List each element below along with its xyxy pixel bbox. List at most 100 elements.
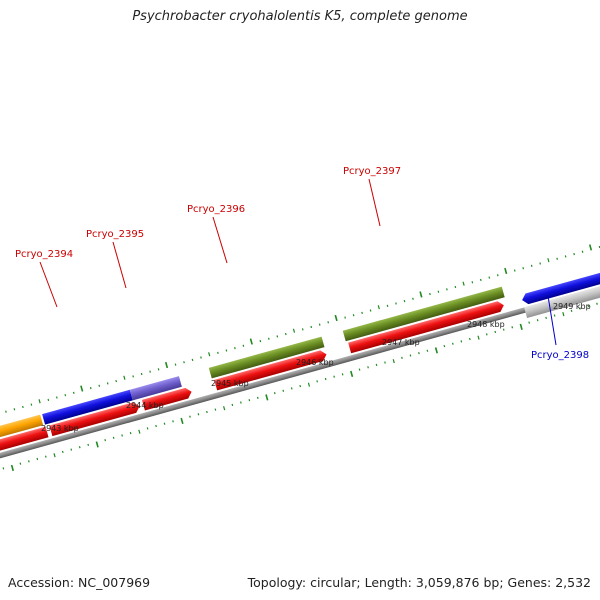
- outer-scale-tick: [292, 328, 296, 333]
- leader-line-pcryo-2397: [368, 178, 381, 227]
- outer-scale-tick: [174, 363, 177, 366]
- inner-scale-tick: [265, 394, 269, 401]
- outer-scale-tick: [462, 281, 465, 286]
- outer-scale-tick: [344, 316, 346, 319]
- inner-scale-tick: [579, 307, 581, 310]
- outer-scale-tick: [547, 258, 550, 263]
- leader-line-pcryo-2395: [112, 241, 127, 289]
- inner-scale-tick: [19, 462, 22, 465]
- inner-scale-tick: [333, 375, 335, 378]
- outer-scale-tick: [140, 372, 143, 376]
- outer-scale-tick: [191, 358, 194, 362]
- outer-scale-tick: [80, 385, 84, 392]
- outer-scale-tick: [276, 335, 279, 338]
- inner-scale-tick: [112, 436, 115, 439]
- gene-bar-orange[interactable]: [0, 414, 44, 447]
- gene-bar-pcryo-2396[interactable]: [208, 336, 325, 379]
- outer-scale-tick: [581, 250, 584, 253]
- cds-feature-1[interactable]: [0, 426, 49, 459]
- inner-scale-tick: [223, 406, 226, 411]
- inner-scale-tick: [570, 309, 573, 312]
- outer-scale-tick: [522, 267, 525, 270]
- outer-scale-tick: [412, 297, 414, 300]
- topology-summary: Topology: circular; Length: 3,059,876 bp…: [247, 575, 591, 590]
- outer-scale-tick: [471, 281, 474, 284]
- inner-scale-tick: [2, 467, 5, 470]
- genome-backbone: [0, 252, 600, 483]
- inner-scale-tick: [282, 389, 285, 392]
- outer-scale-tick: [369, 309, 372, 312]
- outer-scale-tick: [327, 321, 330, 324]
- gene-label-pcryo-2397[interactable]: Pcryo_2397: [343, 166, 401, 177]
- cds-feature-4[interactable]: [214, 349, 328, 391]
- scale-label-2948: 2948 kbp: [467, 320, 505, 329]
- outer-scale-tick: [208, 352, 211, 357]
- inner-scale-tick: [163, 422, 166, 425]
- inner-scale-tick: [367, 366, 369, 369]
- leader-line-pcryo-2398: [547, 295, 557, 346]
- gene-bar-pcryo-2397[interactable]: [342, 286, 505, 342]
- outer-scale-tick: [132, 375, 134, 378]
- outer-scale-tick: [72, 391, 75, 394]
- outer-scale-tick: [284, 332, 287, 336]
- outer-scale-tick: [361, 311, 363, 314]
- outer-scale-tick: [454, 285, 457, 289]
- outer-scale-tick: [22, 405, 24, 409]
- inner-scale-tick: [189, 415, 191, 418]
- outer-scale-tick: [437, 290, 440, 293]
- gene-label-pcryo-2395[interactable]: Pcryo_2395: [86, 229, 144, 240]
- inner-scale-tick: [53, 453, 56, 458]
- outer-scale-tick: [64, 394, 67, 397]
- outer-scale-tick: [183, 361, 185, 364]
- gene-label-pcryo-2398[interactable]: Pcryo_2398: [531, 350, 589, 361]
- inner-scale-tick: [494, 330, 497, 334]
- outer-scale-tick: [488, 276, 491, 279]
- scale-ticks-inner: [2, 302, 598, 472]
- inner-scale-tick: [443, 344, 446, 348]
- outer-scale-tick: [259, 339, 262, 343]
- inner-scale-tick: [121, 434, 123, 437]
- inner-scale-tick: [138, 429, 141, 434]
- inner-scale-tick: [180, 417, 184, 425]
- inner-scale-tick: [502, 328, 505, 331]
- inner-scale-tick: [214, 408, 217, 411]
- scale-label-2944: 2944 kbp: [126, 401, 164, 410]
- outer-scale-tick: [47, 398, 50, 402]
- inner-scale-tick: [61, 450, 64, 454]
- outer-scale-tick: [267, 337, 270, 340]
- gene-bar-pcryo-2398[interactable]: [521, 270, 600, 306]
- inner-scale-tick: [95, 441, 99, 448]
- cds-feature-6[interactable]: [524, 283, 600, 318]
- inner-scale-tick: [545, 316, 547, 319]
- inner-scale-tick: [324, 377, 327, 381]
- cds-feature-2[interactable]: [49, 401, 141, 437]
- outer-scale-tick: [446, 288, 448, 291]
- inner-scale-tick: [536, 319, 539, 322]
- scale-ticks-outer: [5, 244, 600, 413]
- gene-label-pcryo-2394[interactable]: Pcryo_2394: [15, 249, 73, 260]
- inner-scale-tick: [44, 455, 47, 458]
- outer-scale-tick: [419, 291, 423, 298]
- outer-scale-tick: [38, 399, 41, 404]
- outer-scale-tick: [556, 257, 558, 260]
- gene-bar-pcryo-2395[interactable]: [129, 376, 182, 401]
- inner-scale-tick: [452, 342, 454, 345]
- inner-scale-tick: [341, 373, 344, 376]
- inner-scale-tick: [375, 363, 378, 367]
- gene-label-pcryo-2396[interactable]: Pcryo_2396: [187, 204, 245, 215]
- outer-scale-tick: [479, 278, 482, 282]
- cds-feature-5[interactable]: [348, 300, 505, 354]
- outer-scale-tick: [301, 328, 304, 331]
- leader-line-pcryo-2394: [39, 261, 58, 308]
- gene-bar-pcryo-2394[interactable]: [42, 389, 133, 425]
- outer-scale-tick: [334, 314, 338, 322]
- inner-scale-tick: [519, 323, 523, 330]
- inner-scale-tick: [36, 457, 39, 461]
- scale-label-2947: 2947 kbp: [382, 338, 420, 347]
- inner-scale-tick: [392, 359, 395, 364]
- inner-scale-tick: [418, 352, 420, 355]
- inner-scale-tick: [511, 326, 514, 329]
- inner-scale-tick: [231, 403, 234, 407]
- outer-scale-tick: [352, 314, 355, 317]
- cds-feature-3[interactable]: [141, 387, 193, 411]
